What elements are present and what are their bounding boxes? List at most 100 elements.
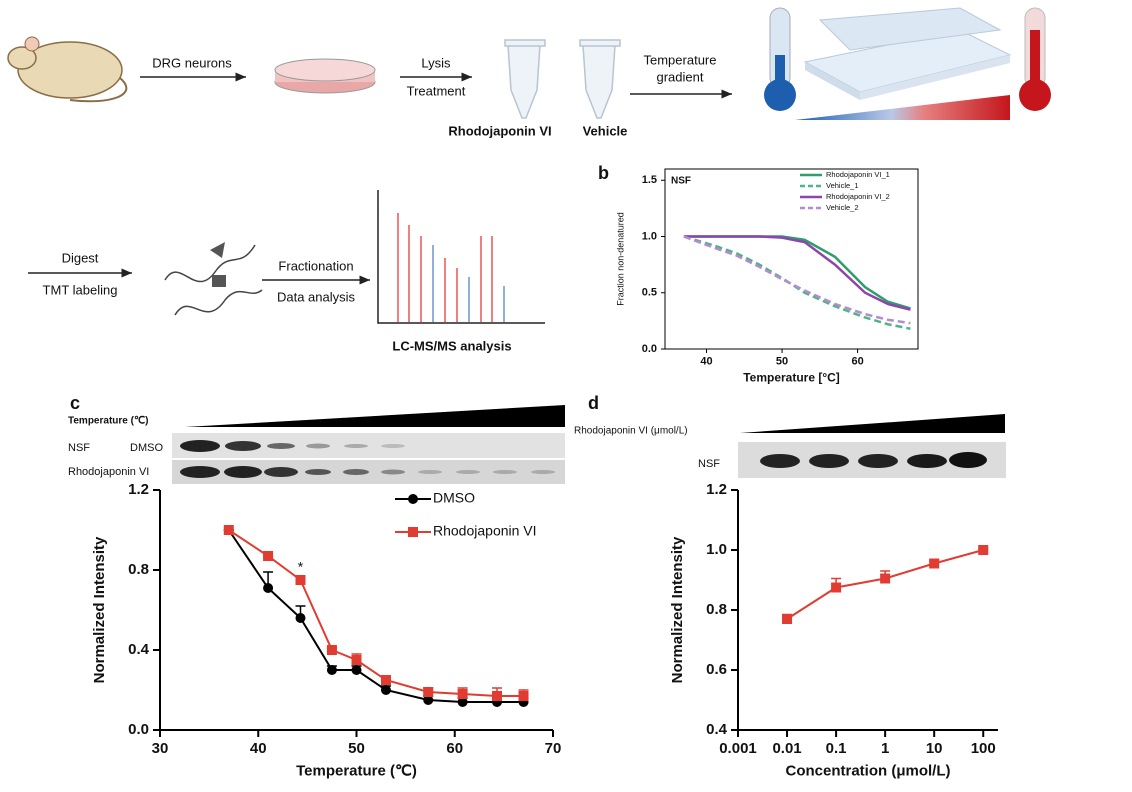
spectrum-icon — [377, 190, 545, 324]
data-point — [518, 691, 529, 701]
temperature-wedge — [185, 405, 565, 427]
data-point — [491, 691, 502, 701]
x-tick-label: 0.01 — [772, 740, 801, 757]
mouse-icon — [7, 36, 128, 103]
blot-label: DMSO — [130, 442, 163, 454]
x-tick-label: 0.001 — [719, 740, 757, 757]
gradient-wedge — [795, 95, 1010, 120]
y-tick-label: 0.6 — [706, 661, 727, 678]
data-point — [978, 545, 989, 555]
step-label: Fractionation — [278, 258, 353, 273]
plot-frame — [664, 168, 919, 350]
thermometer-cold — [764, 7, 796, 111]
y-tick-label: 0.4 — [706, 721, 728, 738]
data-point — [326, 645, 337, 655]
legend-label: Vehicle_2 — [826, 203, 859, 212]
y-tick-label: 1.0 — [642, 230, 657, 242]
blot-label: Rhodojaponin VI — [68, 466, 149, 478]
step-label: gradient — [657, 69, 704, 84]
y-tick-label: 1.5 — [642, 174, 657, 186]
series-line — [228, 529, 524, 697]
data-point — [380, 685, 391, 695]
data-point — [263, 583, 274, 593]
series-line — [227, 529, 524, 703]
peptide-icon — [164, 242, 263, 316]
data-point — [351, 665, 362, 675]
y-axis-title: Normalized Intensity — [91, 536, 108, 683]
data-point — [929, 558, 940, 569]
series-line — [683, 235, 911, 325]
x-axis-title: Temperature [°C] — [743, 370, 840, 384]
x-tick-label: 10 — [926, 740, 943, 757]
blot-label: Temperature (℃) — [68, 416, 149, 427]
blot-label: Rhodojaponin VI (μmol/L) — [574, 426, 688, 437]
series-line — [786, 549, 984, 620]
legend-label: Vehicle_1 — [826, 181, 859, 190]
y-tick-label: 0.8 — [706, 601, 727, 618]
step-label: Digest — [62, 250, 99, 265]
data-point — [782, 614, 793, 624]
data-point — [880, 573, 891, 584]
step-label: Lysis — [421, 55, 451, 70]
data-point — [831, 582, 842, 593]
data-point — [380, 675, 391, 685]
blot-image — [738, 442, 1006, 478]
concentration-wedge — [740, 414, 1005, 433]
data-point — [295, 613, 306, 623]
x-tick-label: 30 — [152, 740, 169, 757]
series-line — [683, 235, 911, 311]
y-tick-label: 1.2 — [128, 481, 149, 498]
step-label: Rhodojaponin VI — [448, 123, 551, 138]
legend-label: Rhodojaponin VI_1 — [826, 170, 890, 179]
y-tick-label: 0.0 — [642, 343, 657, 355]
legend-label: Rhodojaponin VI — [433, 523, 537, 539]
y-tick-label: 0.5 — [642, 287, 657, 299]
step-label: Data analysis — [277, 289, 356, 304]
x-tick-label: 1 — [881, 740, 889, 757]
blot-label: NSF — [68, 442, 90, 454]
step-label: TMT labeling — [43, 282, 118, 297]
x-axis-title: Concentration (μmol/L) — [786, 762, 951, 779]
x-tick-label: 50 — [776, 356, 788, 368]
annotation: * — [298, 559, 304, 575]
series-line — [683, 235, 911, 330]
x-tick-label: 0.1 — [826, 740, 847, 757]
data-point — [457, 689, 468, 699]
data-point — [423, 695, 434, 705]
chart-title: NSF — [671, 176, 691, 187]
legend-label: DMSO — [433, 490, 475, 506]
blot-image — [172, 433, 565, 484]
y-tick-label: 1.0 — [706, 541, 727, 558]
data-point — [326, 665, 337, 675]
y-axis-title: Normalized Intensity — [669, 536, 686, 683]
data-point — [263, 551, 274, 561]
data-point — [423, 687, 434, 697]
data-point — [351, 655, 362, 665]
blot-label: NSF — [698, 458, 720, 470]
x-tick-label: 60 — [851, 356, 863, 368]
x-tick-label: 40 — [250, 740, 267, 757]
step-label: DRG neurons — [152, 55, 232, 70]
step-label: Treatment — [407, 83, 466, 98]
y-tick-label: 1.2 — [706, 481, 727, 498]
legend-marker — [408, 527, 418, 537]
y-tick-label: 0.0 — [128, 721, 149, 738]
thermometer-hot — [1019, 7, 1051, 111]
step-label: Temperature — [644, 52, 717, 67]
x-tick-label: 40 — [700, 356, 712, 368]
x-tick-label: 50 — [348, 740, 365, 757]
petri-dish — [274, 58, 376, 94]
legend-label: Rhodojaponin VI_2 — [826, 192, 890, 201]
x-axis-title: Temperature (℃) — [296, 762, 417, 779]
y-tick-label: 0.8 — [128, 561, 149, 578]
panel-letter: b — [598, 163, 609, 183]
data-point — [223, 525, 234, 535]
step-label: Vehicle — [583, 123, 628, 138]
x-tick-label: 60 — [446, 740, 463, 757]
well-plate — [803, 7, 1012, 100]
data-point — [457, 697, 468, 707]
tube-icons — [504, 39, 621, 119]
panel-letter: c — [70, 393, 80, 413]
step-label: LC-MS/MS analysis — [392, 338, 511, 353]
